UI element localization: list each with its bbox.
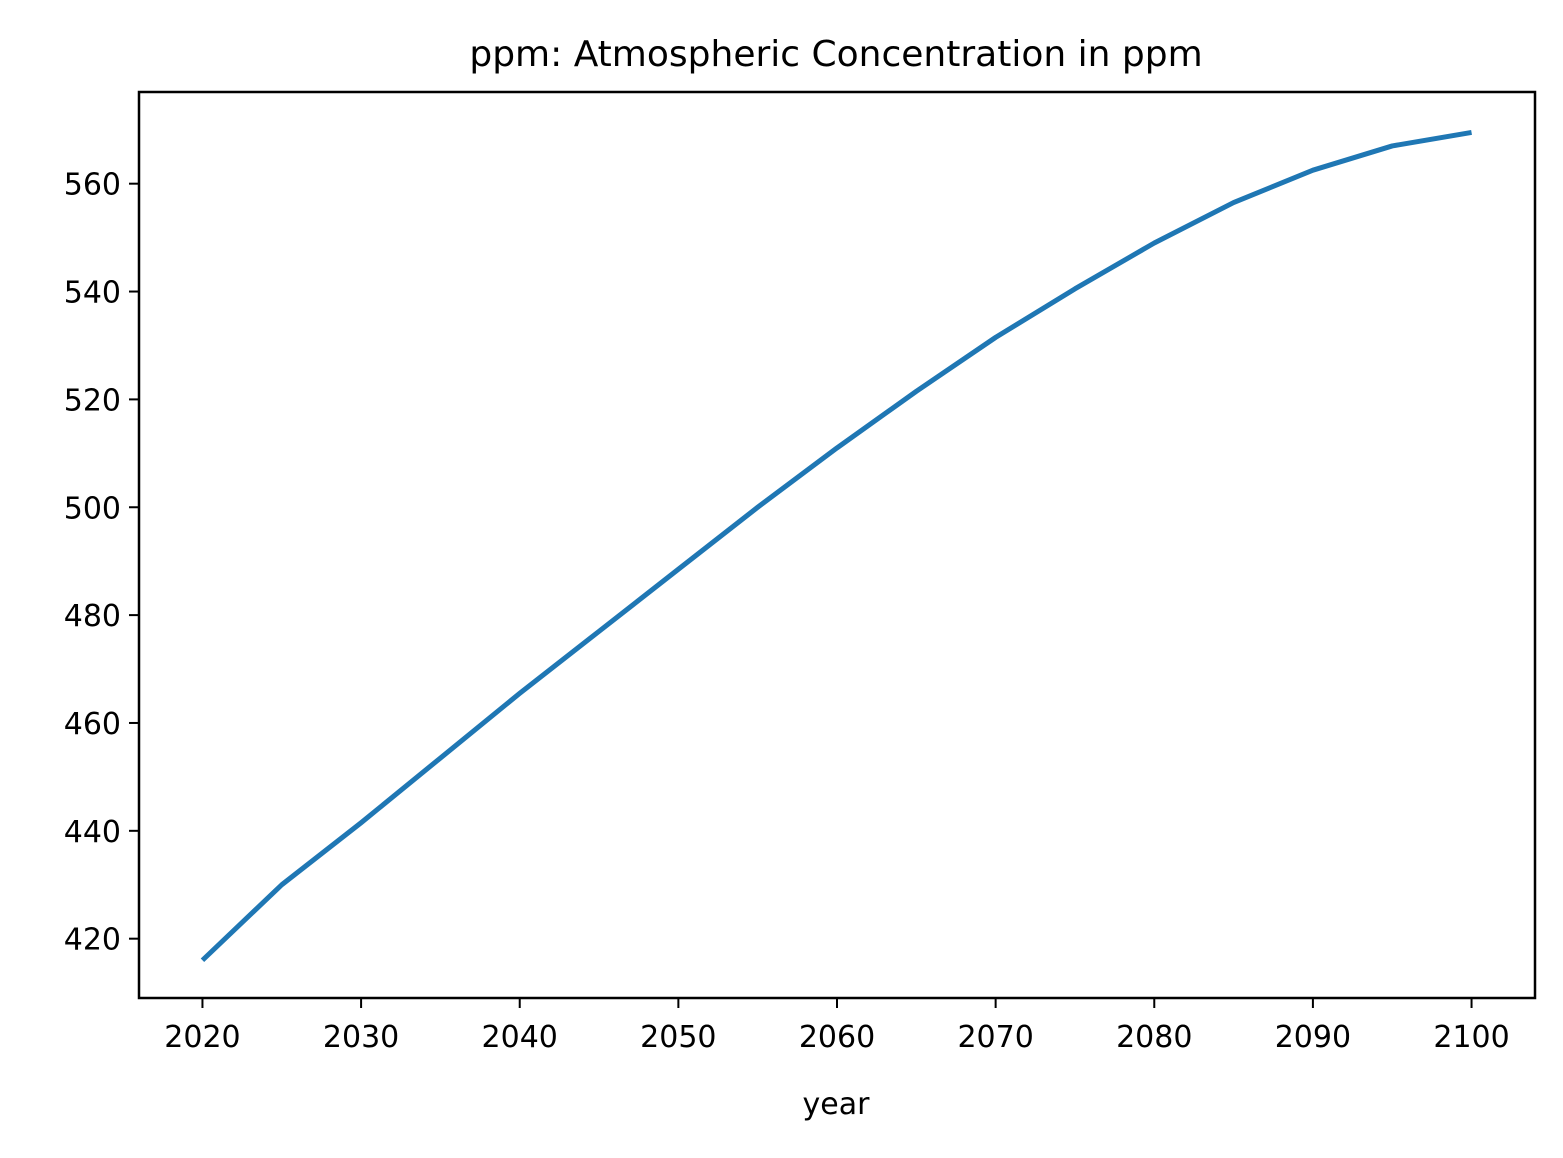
y-tick-label: 480 bbox=[64, 599, 121, 634]
plot-area bbox=[200, 129, 1472, 963]
x-tick-label: 2040 bbox=[482, 1020, 558, 1055]
axes: 2020 2030 2040 2050 2060 2070 2080 2090 2100 420 4… bbox=[64, 90, 1537, 1055]
x-tick-label: 2100 bbox=[1433, 1020, 1509, 1055]
y-tick-label: 540 bbox=[64, 276, 121, 311]
series-line-0 bbox=[200, 129, 1472, 963]
y-tick-label: 500 bbox=[64, 491, 121, 526]
x-tick-label: 2070 bbox=[957, 1020, 1033, 1055]
y-tick-label: 560 bbox=[64, 168, 121, 203]
x-tick-label: 2030 bbox=[323, 1020, 399, 1055]
x-tick-label: 2090 bbox=[1275, 1020, 1351, 1055]
x-tick-label: 2020 bbox=[164, 1020, 240, 1055]
x-tick-label: 2080 bbox=[1116, 1020, 1192, 1055]
x-tick-label: 2060 bbox=[799, 1020, 875, 1055]
y-tick-label: 440 bbox=[64, 815, 121, 850]
x-axis-label: year bbox=[803, 1087, 871, 1122]
y-tick-label: 520 bbox=[64, 383, 121, 418]
chart-title: ppm: Atmospheric Concentration in ppm bbox=[469, 34, 1202, 75]
y-tick-label: 420 bbox=[64, 923, 121, 958]
y-tick-label: 460 bbox=[64, 707, 121, 742]
x-tick-label: 2050 bbox=[640, 1020, 716, 1055]
